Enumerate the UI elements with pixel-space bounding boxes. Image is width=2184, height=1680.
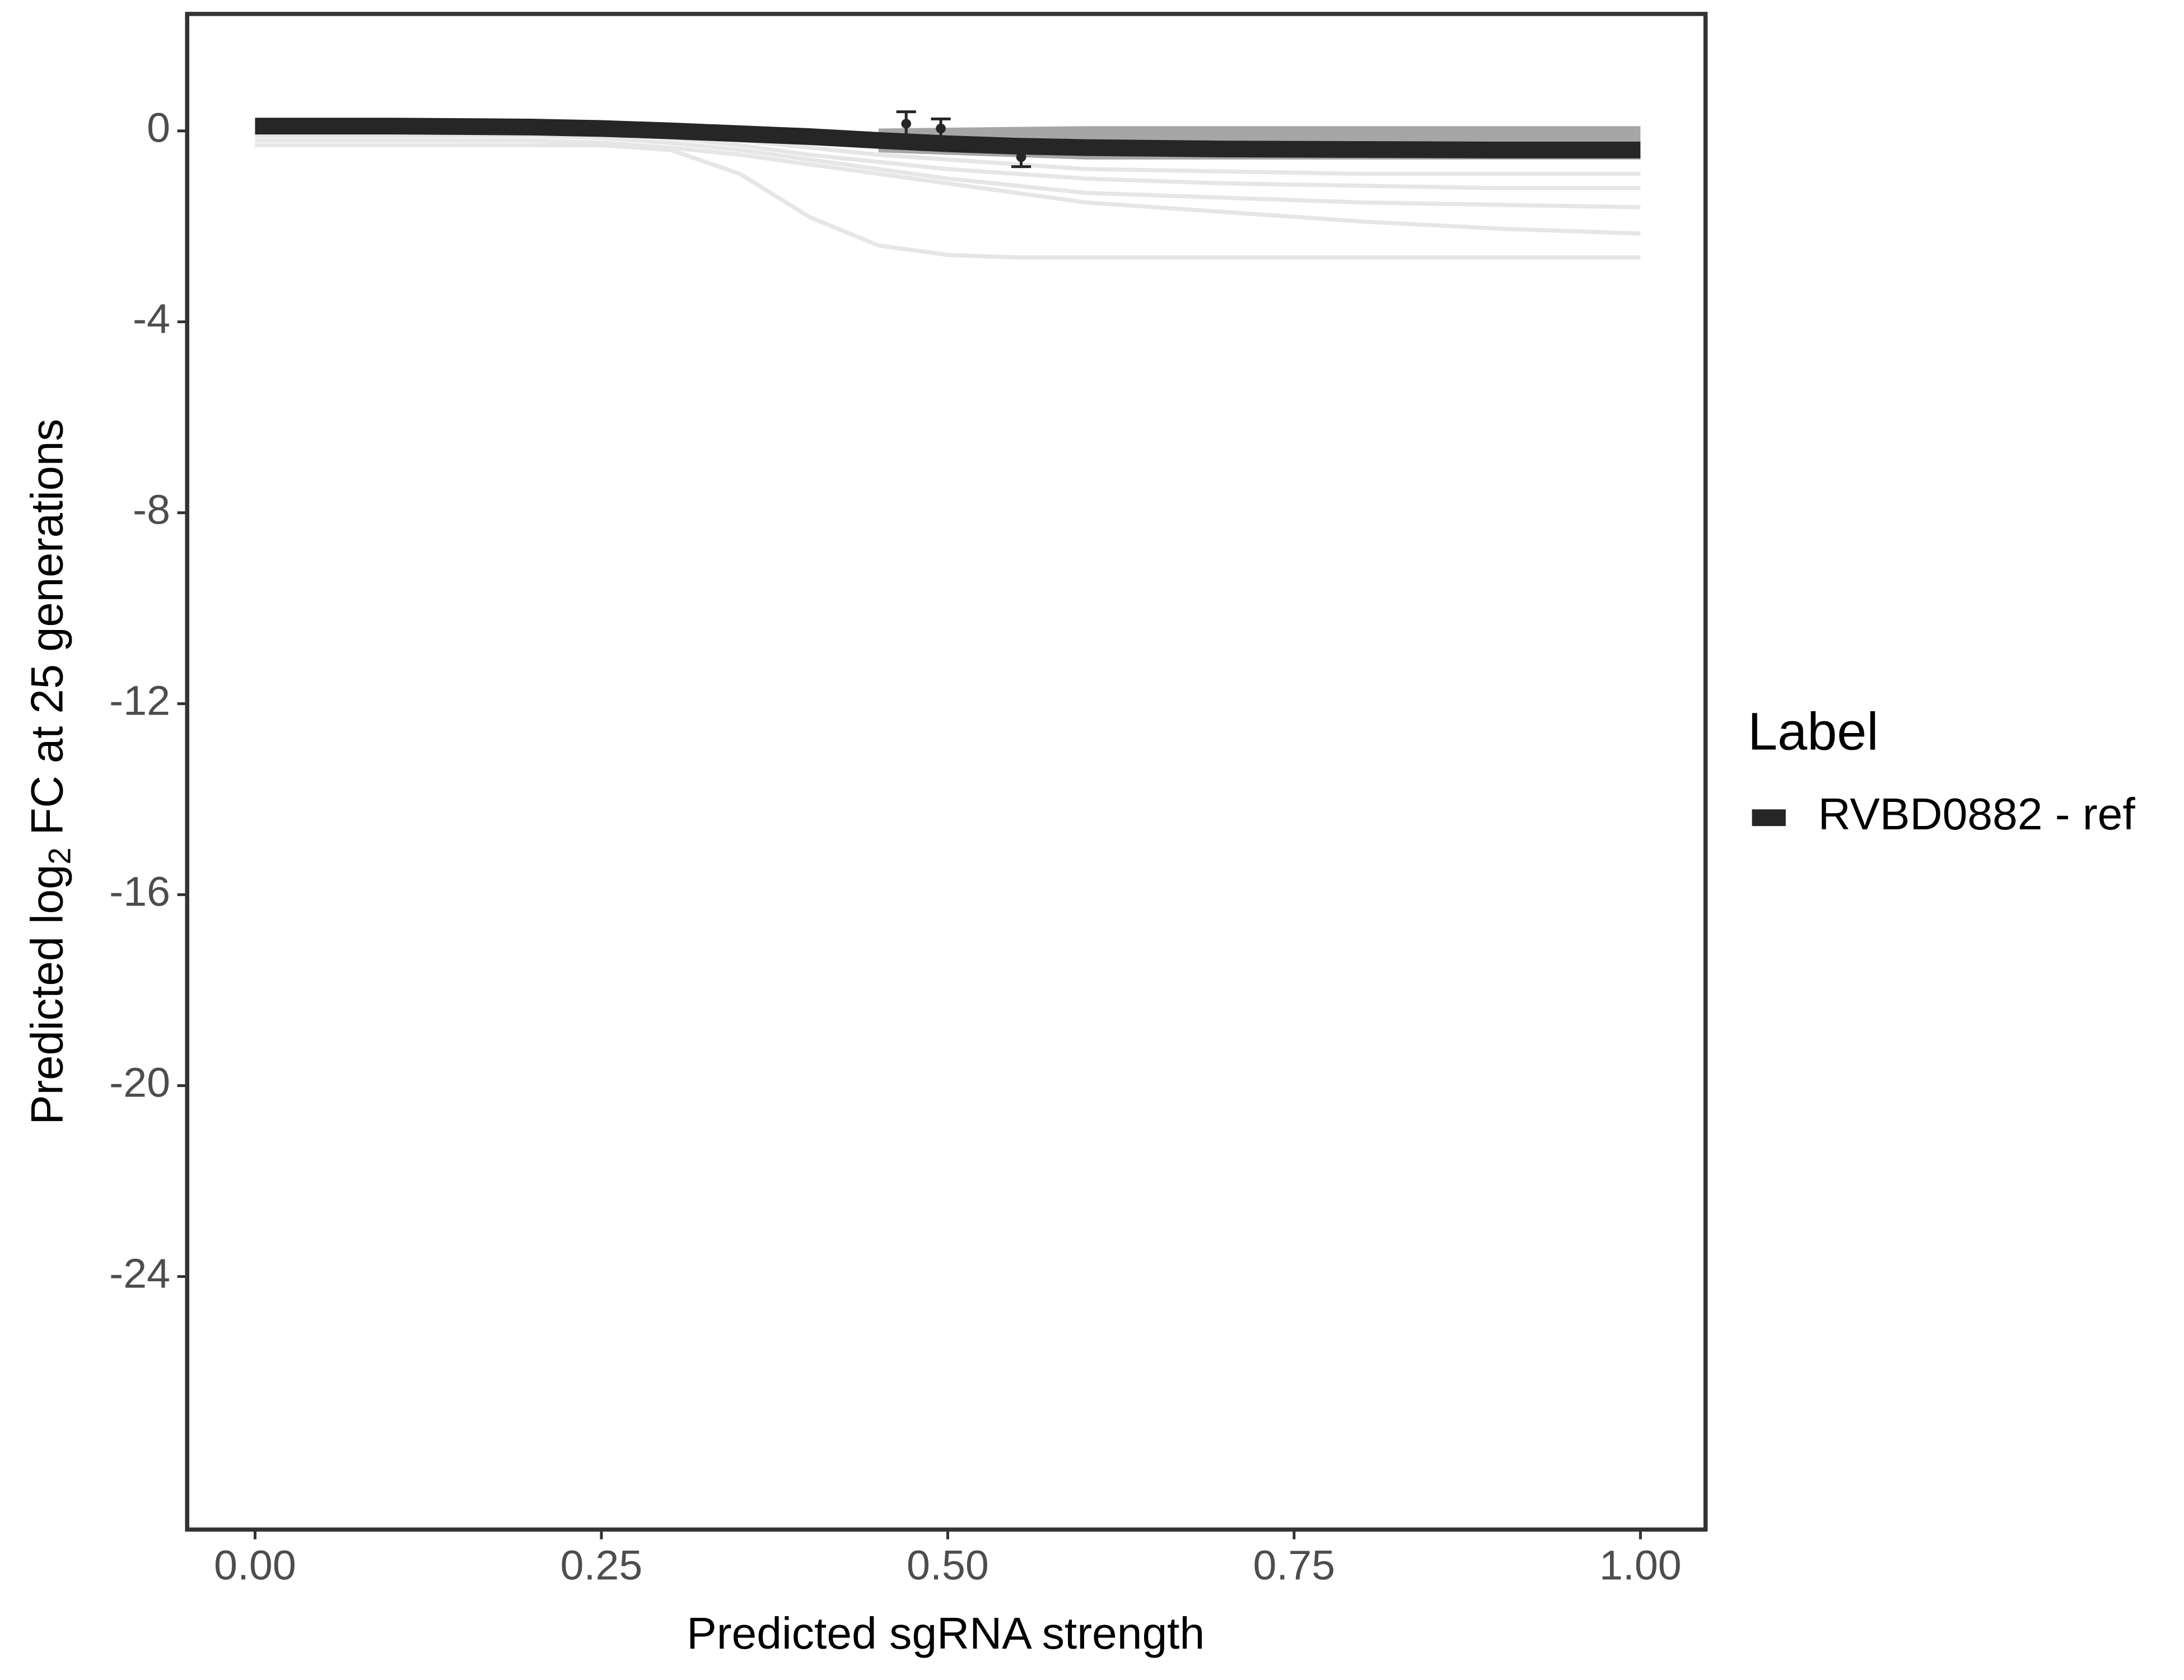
x-tick-label: 0.50 — [907, 1542, 989, 1589]
y-axis-title-part: Predicted log — [22, 865, 72, 1125]
draw-line — [255, 133, 1641, 209]
point — [1016, 152, 1026, 162]
draw-line — [255, 143, 1641, 260]
y-tick-label: -20 — [109, 1059, 170, 1106]
legend-title: Label — [1748, 702, 1879, 761]
x-tick-label: 0.75 — [1253, 1542, 1336, 1589]
x-tick-label: 0.25 — [561, 1542, 643, 1589]
x-tick-label: 1.00 — [1599, 1542, 1682, 1589]
legend-label: RVBD0882 - ref — [1818, 790, 2136, 839]
y-tick-label: -16 — [109, 868, 170, 915]
y-axis-title-sub: 2 — [42, 847, 77, 864]
y-tick-label: -12 — [109, 677, 170, 724]
y-tick-label: -4 — [133, 295, 170, 342]
y-tick-label: -8 — [133, 486, 170, 533]
y-axis-title: Predicted log2 FC at 25 generations — [22, 419, 77, 1124]
y-axis-title-part: FC at 25 generations — [22, 419, 72, 847]
x-axis-title: Predicted sgRNA strength — [687, 1608, 1205, 1658]
point — [1039, 142, 1050, 153]
x-tick-label: 0.00 — [214, 1542, 296, 1589]
y-tick-label: 0 — [147, 104, 170, 151]
series-line — [255, 118, 1641, 158]
draw-line — [255, 138, 1641, 236]
point — [936, 123, 946, 134]
legend-key — [1752, 809, 1786, 827]
point — [901, 119, 911, 129]
y-tick-label: -24 — [109, 1250, 170, 1297]
